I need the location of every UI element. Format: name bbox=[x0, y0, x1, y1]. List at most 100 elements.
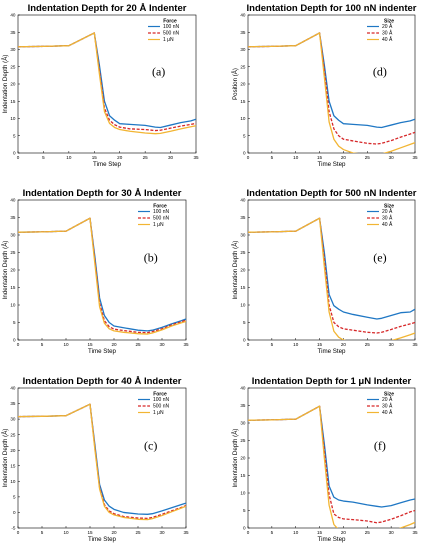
chart-panel-d: Indentation Depth for 100 nN indenter 0 5 1… bbox=[232, 3, 418, 168]
x-tick-label: 10 bbox=[63, 342, 69, 347]
series-line-1 bbox=[248, 32, 415, 129]
x-axis-label: Time Step bbox=[318, 536, 347, 543]
y-tick-label: 30 bbox=[240, 421, 246, 426]
y-tick-label: 40 bbox=[240, 198, 246, 203]
x-tick-label: 10 bbox=[293, 155, 299, 160]
x-tick-label: 35 bbox=[183, 530, 189, 535]
y-tick-label: 0 bbox=[13, 151, 16, 156]
y-tick-label: 35 bbox=[240, 30, 246, 35]
chart-title: Indentation Depth for 30 Å Indenter bbox=[23, 188, 182, 199]
x-axis-label: Time Step bbox=[318, 348, 347, 355]
y-tick-label: 10 bbox=[240, 116, 246, 121]
legend-entry: 30 Å bbox=[382, 403, 393, 410]
series-line-1 bbox=[248, 405, 415, 508]
y-tick-label: 30 bbox=[10, 47, 16, 52]
x-tick-label: 15 bbox=[317, 155, 323, 160]
y-tick-label: 40 bbox=[10, 198, 16, 203]
chart-panel-e: Indentation Depth for 500 nN Indenter 0 5 1… bbox=[232, 188, 418, 355]
x-tick-label: 10 bbox=[63, 530, 69, 535]
legend-entry: 500 nN bbox=[163, 31, 180, 37]
chart-title: Indentation Depth for 40 Å Indenter bbox=[23, 376, 182, 387]
legend-entry: 30 Å bbox=[382, 215, 393, 222]
y-tick-label: 5 bbox=[13, 133, 16, 138]
y-tick-label: 0 bbox=[13, 338, 16, 343]
x-axis-label: Time Step bbox=[88, 348, 117, 355]
y-tick-label: 25 bbox=[240, 64, 246, 69]
chart-panel-a: Indentation Depth for 20 Å Indenter 0 5 10 1… bbox=[2, 3, 199, 168]
y-tick-label: 0 bbox=[13, 510, 16, 515]
y-tick-label: 25 bbox=[240, 250, 246, 255]
legend-title: Force bbox=[153, 204, 167, 210]
y-tick-label: 35 bbox=[240, 403, 246, 408]
legend-entry: 1 μN bbox=[153, 410, 164, 416]
y-tick-label: 30 bbox=[240, 47, 246, 52]
y-axis-label: Indentation Depth (Å) bbox=[232, 241, 239, 300]
x-tick-label: 20 bbox=[341, 530, 347, 535]
x-tick-label: 25 bbox=[365, 342, 371, 347]
y-tick-label: 40 bbox=[10, 386, 16, 391]
chart-title: Indentation Depth for 1 μN Indenter bbox=[252, 376, 412, 387]
y-tick-label: 15 bbox=[240, 99, 246, 104]
x-tick-label: 0 bbox=[247, 530, 250, 535]
y-tick-label: 5 bbox=[13, 494, 16, 499]
legend-entry: 1 μN bbox=[163, 37, 174, 43]
y-tick-label: 5 bbox=[13, 320, 16, 325]
y-tick-label: 10 bbox=[10, 303, 16, 308]
x-tick-label: 25 bbox=[143, 155, 149, 160]
x-tick-label: 5 bbox=[42, 155, 45, 160]
series-line-1 bbox=[18, 32, 196, 129]
x-tick-label: 15 bbox=[317, 530, 323, 535]
x-tick-label: 25 bbox=[365, 155, 371, 160]
y-tick-label: 40 bbox=[240, 386, 246, 391]
y-tick-label: 15 bbox=[240, 473, 246, 478]
panel-label: (b) bbox=[144, 251, 158, 265]
legend-entry: 20 Å bbox=[382, 396, 393, 403]
legend-entry: 100 nN bbox=[153, 209, 170, 215]
x-axis-label: Time Step bbox=[318, 161, 347, 168]
x-tick-label: 5 bbox=[41, 342, 44, 347]
x-tick-label: 20 bbox=[111, 342, 117, 347]
x-tick-label: 0 bbox=[247, 155, 250, 160]
x-tick-label: 35 bbox=[193, 155, 199, 160]
panel-label: (a) bbox=[152, 65, 165, 79]
y-tick-label: 0 bbox=[243, 526, 246, 531]
x-tick-label: 5 bbox=[41, 530, 44, 535]
y-tick-label: 15 bbox=[240, 285, 246, 290]
series-line-3 bbox=[248, 32, 415, 153]
y-tick-label: 40 bbox=[240, 13, 246, 18]
x-tick-label: 5 bbox=[271, 155, 274, 160]
y-tick-label: 5 bbox=[243, 320, 246, 325]
y-axis-label: Indentation Depth (Å) bbox=[2, 429, 9, 488]
y-tick-label: 30 bbox=[10, 233, 16, 238]
legend-entry: 40 Å bbox=[382, 36, 393, 43]
x-tick-label: 0 bbox=[17, 155, 20, 160]
y-tick-label: 25 bbox=[10, 432, 16, 437]
legend-entry: 500 nN bbox=[153, 216, 170, 222]
x-axis-label: Time Step bbox=[93, 161, 122, 168]
chart-title: Indentation Depth for 20 Å Indenter bbox=[28, 3, 187, 14]
x-tick-label: 35 bbox=[183, 342, 189, 347]
series-line-2 bbox=[248, 32, 415, 145]
x-tick-label: 15 bbox=[87, 530, 93, 535]
legend-entry: 1 μN bbox=[153, 222, 164, 228]
y-tick-label: 35 bbox=[10, 215, 16, 220]
y-tick-label: 20 bbox=[240, 456, 246, 461]
legend-title: Force bbox=[153, 392, 167, 398]
chart-panel-b: Indentation Depth for 30 Å Indenter 0 5 10 1… bbox=[2, 188, 189, 355]
x-tick-label: 25 bbox=[135, 530, 141, 535]
x-tick-label: 10 bbox=[293, 342, 299, 347]
y-tick-label: 10 bbox=[10, 479, 16, 484]
x-tick-label: 0 bbox=[17, 530, 20, 535]
x-tick-label: 0 bbox=[247, 342, 250, 347]
y-tick-label: 35 bbox=[240, 215, 246, 220]
chart-title: Indentation Depth for 500 nN Indenter bbox=[247, 188, 417, 199]
x-tick-label: 0 bbox=[17, 342, 20, 347]
panel-label: (c) bbox=[144, 439, 157, 453]
y-tick-label: 15 bbox=[10, 463, 16, 468]
x-tick-label: 30 bbox=[159, 530, 165, 535]
series-line-1 bbox=[248, 217, 415, 320]
